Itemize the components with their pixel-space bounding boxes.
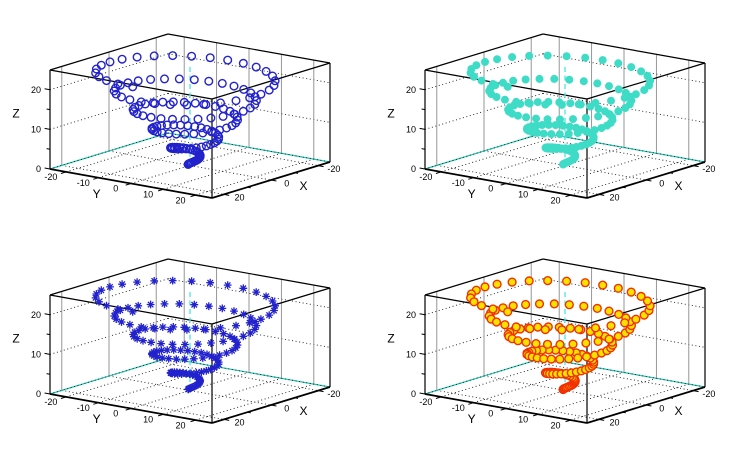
- svg-text:-20: -20: [702, 389, 715, 399]
- svg-text:Y: Y: [468, 412, 476, 426]
- svg-text:20: 20: [175, 420, 185, 430]
- svg-text:-20: -20: [419, 397, 432, 407]
- svg-text:-10: -10: [452, 403, 465, 413]
- svg-text:20: 20: [550, 420, 560, 430]
- svg-text:-20: -20: [44, 172, 57, 182]
- svg-text:Y: Y: [93, 412, 101, 426]
- svg-text:-20: -20: [702, 164, 715, 174]
- svg-text:20: 20: [609, 193, 619, 203]
- svg-text:10: 10: [518, 190, 528, 200]
- subplot-bottom-left: -20 -10 0 10 20 20 0 -20 0 10 20 Y X Z: [0, 225, 375, 450]
- svg-text:10: 10: [406, 349, 416, 359]
- svg-text:20: 20: [550, 195, 560, 205]
- subplot-top-left: -20 -10 0 10 20 20 0 -20 0 10 20 Y X Z: [0, 0, 375, 225]
- svg-text:Y: Y: [93, 187, 101, 201]
- svg-text:0: 0: [488, 409, 493, 419]
- subplot-top-right: -20 -10 0 10 20 20 0 -20 0 10 20 Y X Z: [375, 0, 750, 225]
- svg-text:0: 0: [659, 178, 664, 188]
- svg-text:Z: Z: [12, 107, 19, 121]
- svg-text:20: 20: [234, 193, 244, 203]
- svg-text:Z: Z: [12, 332, 19, 346]
- svg-text:-20: -20: [44, 397, 57, 407]
- svg-text:0: 0: [113, 409, 118, 419]
- svg-text:-20: -20: [419, 172, 432, 182]
- svg-text:0: 0: [284, 178, 289, 188]
- svg-text:0: 0: [36, 389, 41, 399]
- svg-text:0: 0: [36, 164, 41, 174]
- svg-text:10: 10: [31, 124, 41, 134]
- svg-text:Z: Z: [387, 107, 394, 121]
- svg-text:0: 0: [113, 184, 118, 194]
- svg-text:0: 0: [284, 403, 289, 413]
- svg-text:-10: -10: [77, 178, 90, 188]
- svg-text:Z: Z: [387, 332, 394, 346]
- svg-text:20: 20: [31, 85, 41, 95]
- svg-text:10: 10: [143, 415, 153, 425]
- svg-text:20: 20: [406, 85, 416, 95]
- svg-text:20: 20: [609, 418, 619, 428]
- svg-text:X: X: [299, 404, 307, 418]
- svg-text:0: 0: [488, 184, 493, 194]
- svg-text:20: 20: [175, 195, 185, 205]
- svg-text:X: X: [299, 179, 307, 193]
- svg-text:0: 0: [659, 403, 664, 413]
- svg-text:-20: -20: [327, 389, 340, 399]
- svg-text:0: 0: [411, 164, 416, 174]
- svg-text:10: 10: [406, 124, 416, 134]
- svg-text:20: 20: [31, 310, 41, 320]
- svg-text:10: 10: [143, 190, 153, 200]
- svg-text:X: X: [674, 179, 682, 193]
- svg-text:-20: -20: [327, 164, 340, 174]
- svg-text:0: 0: [411, 389, 416, 399]
- svg-text:Y: Y: [468, 187, 476, 201]
- svg-text:20: 20: [406, 310, 416, 320]
- svg-text:-10: -10: [452, 178, 465, 188]
- svg-text:10: 10: [518, 415, 528, 425]
- svg-text:10: 10: [31, 349, 41, 359]
- subplot-bottom-right: -20 -10 0 10 20 20 0 -20 0 10 20 Y X Z: [375, 225, 750, 450]
- svg-text:20: 20: [234, 418, 244, 428]
- svg-text:X: X: [674, 404, 682, 418]
- svg-text:-10: -10: [77, 403, 90, 413]
